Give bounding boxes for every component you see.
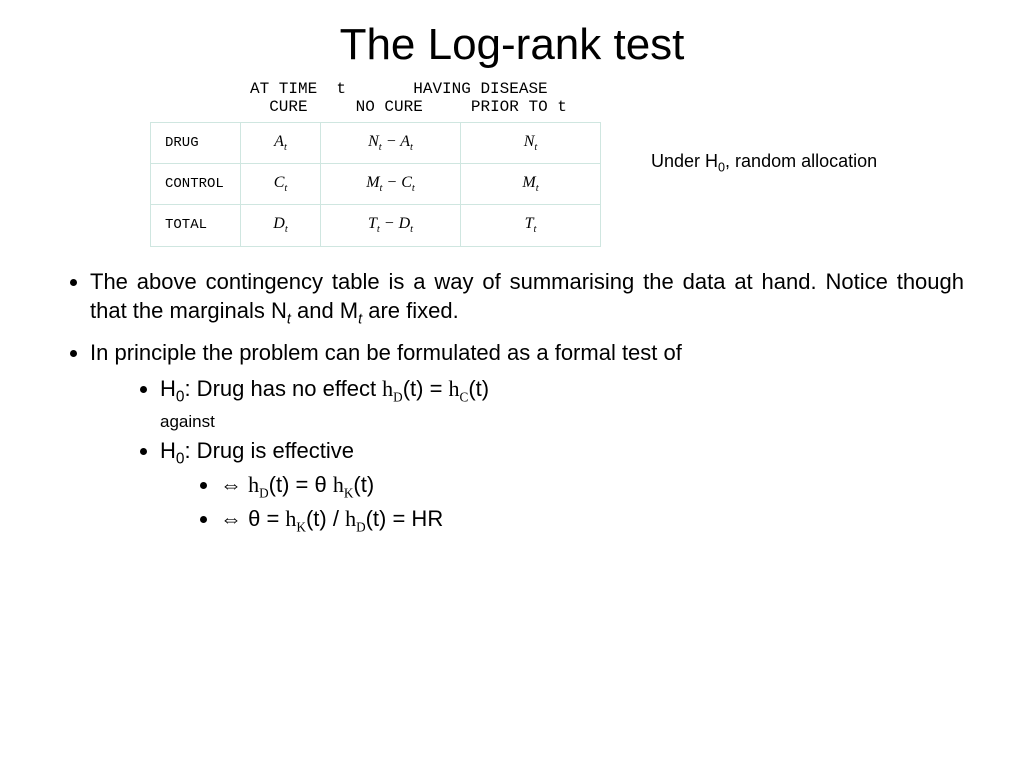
table-and-note-row: AT TIME t HAVING DISEASE CURE NO CURE PR… xyxy=(60,80,964,247)
eq1-D: D xyxy=(259,486,269,501)
h0a-pre: H xyxy=(160,376,176,401)
contingency-table-wrap: AT TIME t HAVING DISEASE CURE NO CURE PR… xyxy=(150,80,601,247)
cell-total-nocure: Tt − Dt xyxy=(321,205,461,246)
hdr-nocure: NO CURE xyxy=(356,98,423,116)
b2-text: In principle the problem can be formulat… xyxy=(90,340,682,365)
row-label-control: CONTROL xyxy=(151,164,241,205)
hypothesis-list-2: H0: Drug is effective ⇔ hD(t) = θ hK(t) … xyxy=(60,438,964,535)
cell-control-cure: Ct xyxy=(241,164,321,205)
hdr-having-disease: HAVING DISEASE xyxy=(413,80,547,98)
cell-control-nocure: Mt − Ct xyxy=(321,164,461,205)
row-label-total: TOTAL xyxy=(151,205,241,246)
h0a-hD: h xyxy=(382,376,393,401)
cell-control-total: Mt xyxy=(461,164,601,205)
cell-drug-nocure: Nt − At xyxy=(321,123,461,164)
eq2-end: (t) = HR xyxy=(366,506,444,531)
row-label-drug: DRUG xyxy=(151,123,241,164)
hdr-prior: PRIOR TO t xyxy=(471,98,567,116)
cell-total-cure: Dt xyxy=(241,205,321,246)
equation-2: ⇔ θ = hK(t) / hD(t) = HR xyxy=(220,506,964,535)
eq1-hK: h xyxy=(333,472,344,497)
eq1-mid: (t) = θ xyxy=(269,472,333,497)
slide: The Log-rank test AT TIME t HAVING DISEA… xyxy=(0,0,1024,768)
eq1-iff: ⇔ xyxy=(220,472,248,497)
eq2-mid: (t) / xyxy=(306,506,345,531)
contingency-table: DRUG At Nt − At Nt CONTROL Ct Mt − Ct Mt… xyxy=(150,122,601,247)
table-row: CONTROL Ct Mt − Ct Mt xyxy=(151,164,601,205)
h0b-pre: H xyxy=(160,438,176,463)
bullet-2: In principle the problem can be formulat… xyxy=(90,338,964,368)
side-note: Under H0, random allocation xyxy=(651,151,877,175)
b1-mid: and M xyxy=(291,298,358,323)
bullet-list: The above contingency table is a way of … xyxy=(60,267,964,368)
eq2-hK: h xyxy=(285,506,296,531)
hypothesis-list: H0: Drug has no effect hD(t) = hC(t) xyxy=(60,376,964,406)
against-label: against xyxy=(60,412,964,432)
h0a-t: (t) = xyxy=(403,376,449,401)
cell-drug-cure: At xyxy=(241,123,321,164)
side-note-sub: 0 xyxy=(718,161,725,175)
b1-post: are fixed. xyxy=(362,298,459,323)
h0b-post: : Drug is effective xyxy=(184,438,354,463)
eq2-K: K xyxy=(296,519,306,534)
side-note-pre: Under H xyxy=(651,151,718,171)
slide-title: The Log-rank test xyxy=(60,20,964,70)
hdr-cure: CURE xyxy=(269,98,307,116)
table-row: DRUG At Nt − At Nt xyxy=(151,123,601,164)
eq1-end: (t) xyxy=(353,472,374,497)
h0-alt: H0: Drug is effective ⇔ hD(t) = θ hK(t) … xyxy=(160,438,964,535)
h0a-hC: h xyxy=(449,376,460,401)
table-header-labels: AT TIME t HAVING DISEASE CURE NO CURE PR… xyxy=(250,80,601,116)
side-note-post: , random allocation xyxy=(725,151,877,171)
bullet-1: The above contingency table is a way of … xyxy=(90,267,964,330)
h0a-t2: (t) xyxy=(468,376,489,401)
equation-1: ⇔ hD(t) = θ hK(t) xyxy=(220,472,964,501)
b1-pre: The above contingency table is a way of … xyxy=(90,269,964,324)
table-row: TOTAL Dt Tt − Dt Tt xyxy=(151,205,601,246)
cell-total-total: Tt xyxy=(461,205,601,246)
equation-list: ⇔ hD(t) = θ hK(t) ⇔ θ = hK(t) / hD(t) = … xyxy=(160,472,964,535)
eq2-iff: ⇔ θ = xyxy=(220,506,285,531)
h0-null: H0: Drug has no effect hD(t) = hC(t) xyxy=(160,376,964,406)
eq1-K: K xyxy=(344,486,354,501)
hdr-at-time: AT TIME t xyxy=(250,80,346,98)
cell-drug-total: Nt xyxy=(461,123,601,164)
h0a-D: D xyxy=(393,389,403,404)
eq2-hD: h xyxy=(345,506,356,531)
eq1-hD: h xyxy=(248,472,259,497)
eq2-D: D xyxy=(356,519,366,534)
h0a-mid: : Drug has no effect xyxy=(184,376,382,401)
